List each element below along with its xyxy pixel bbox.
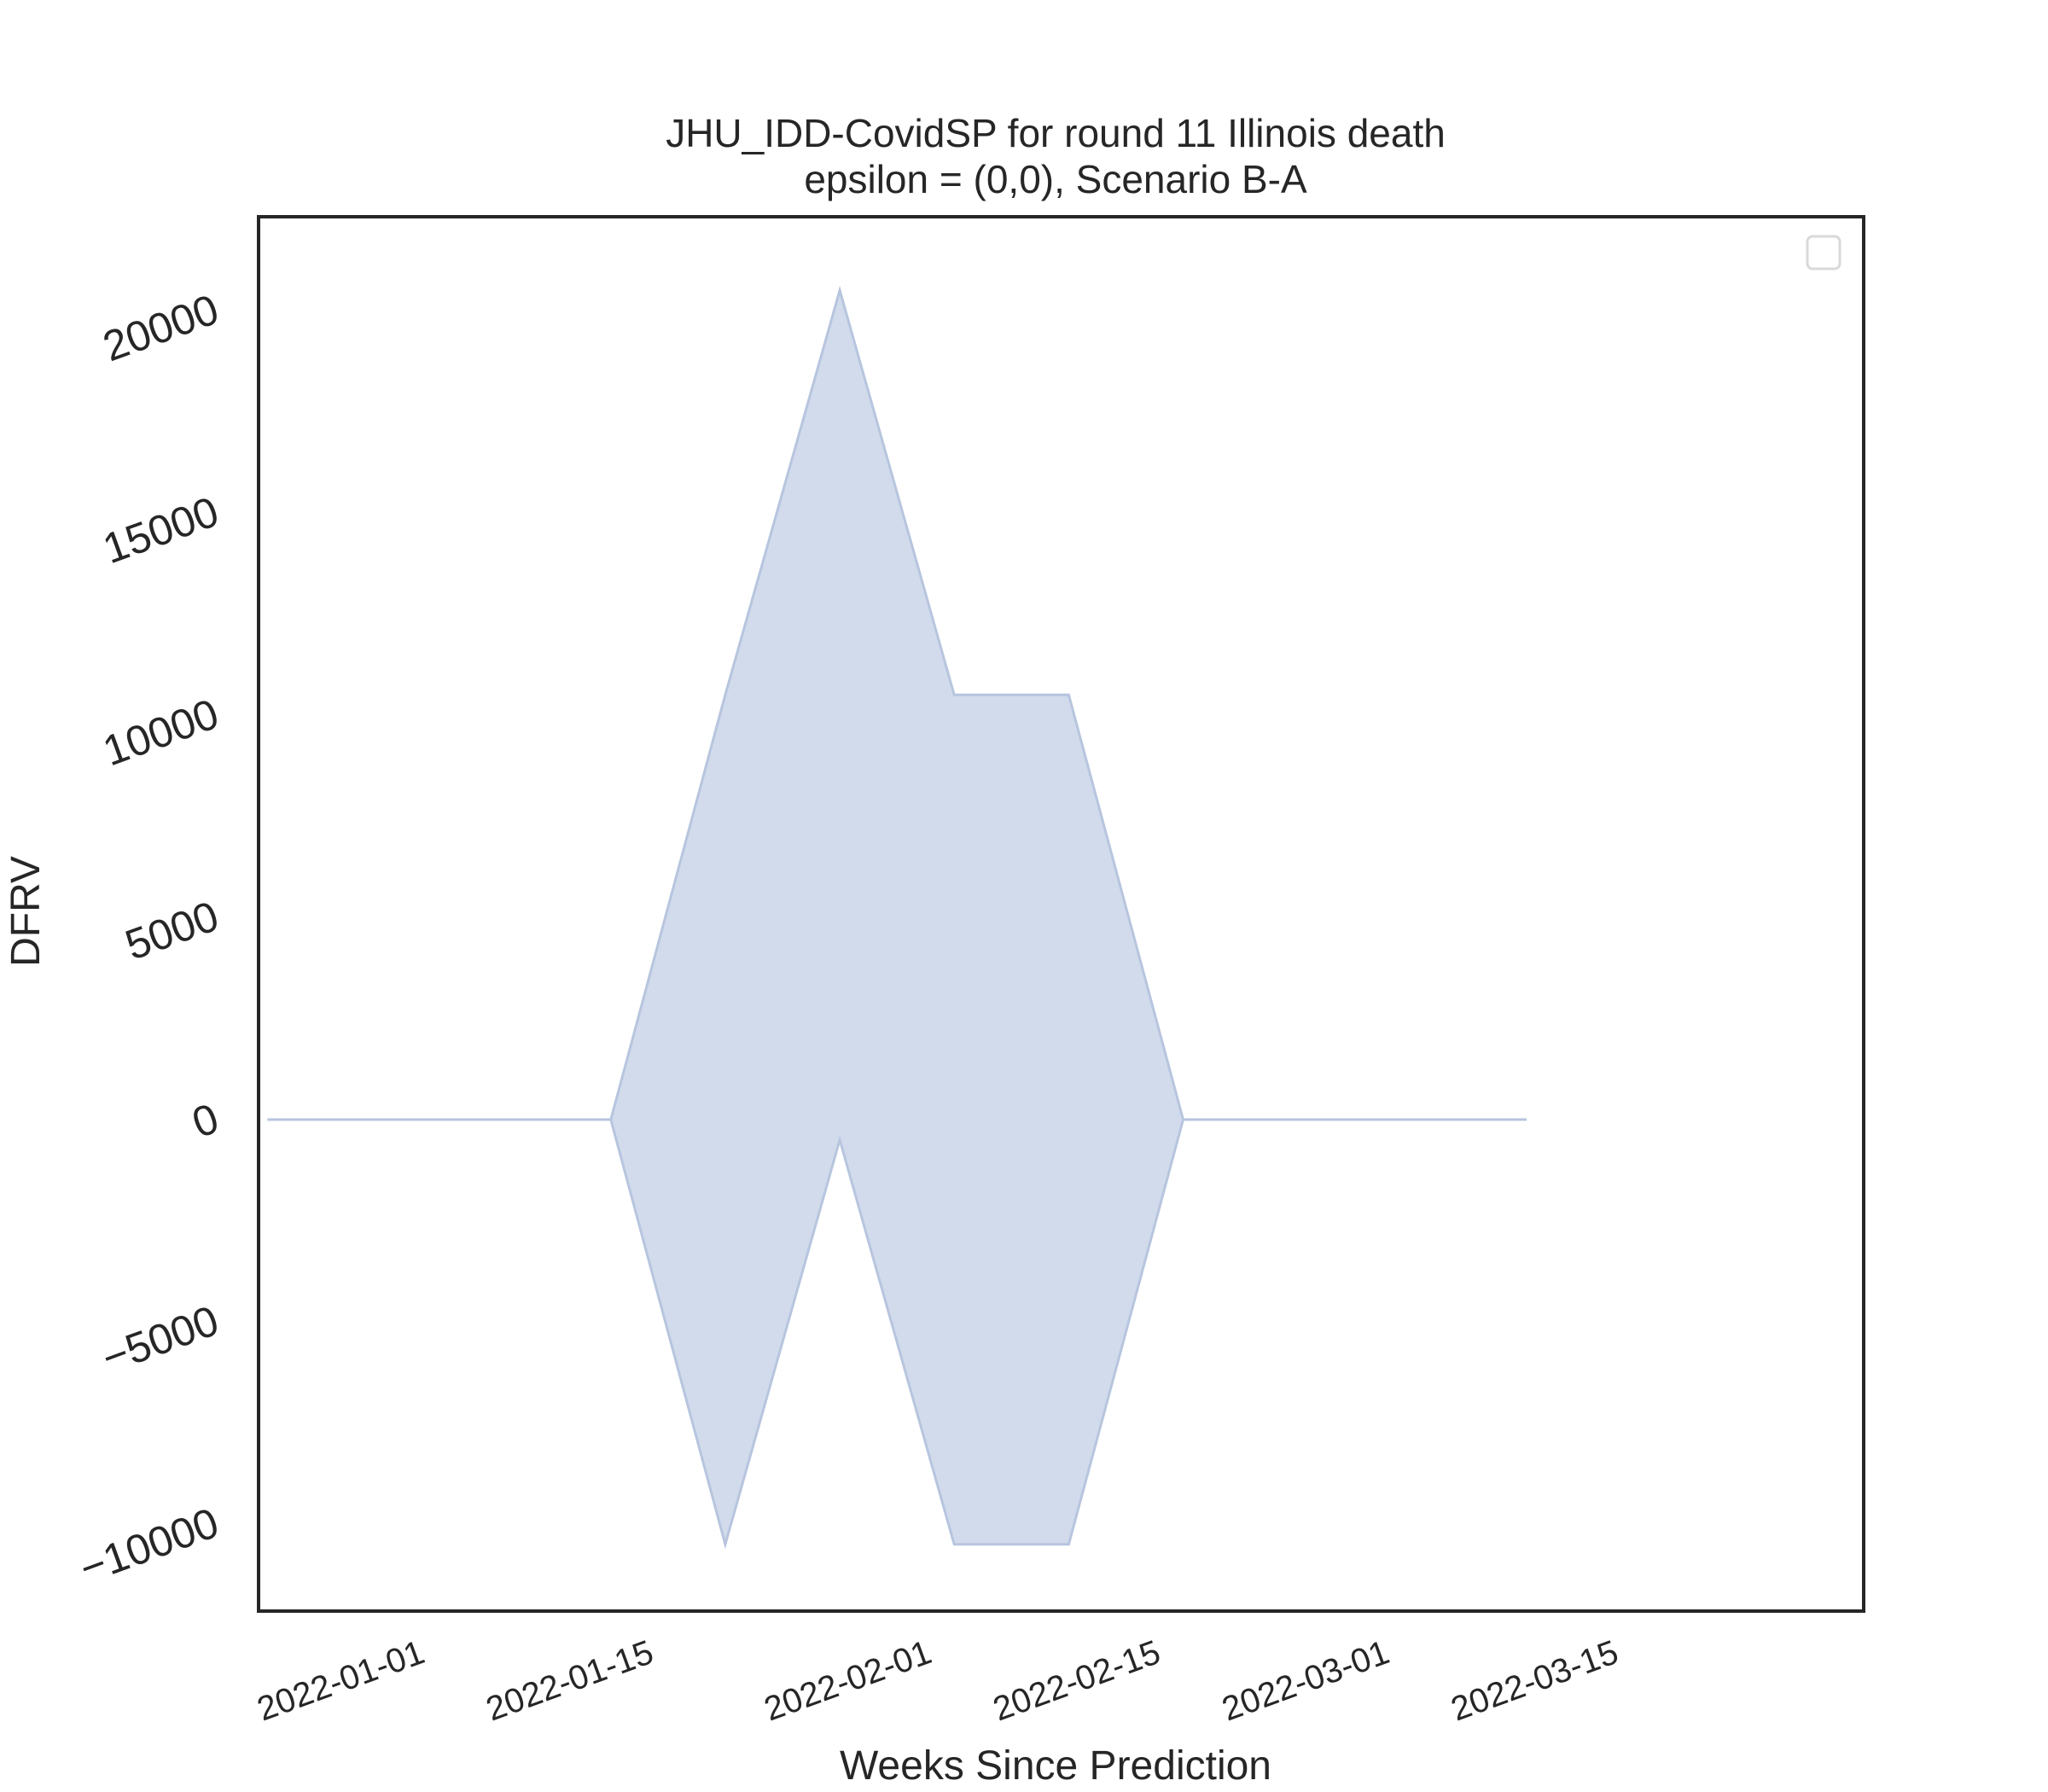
y-tick-label: 10000: [96, 689, 224, 775]
legend-box: [1806, 235, 1841, 271]
y-tick-label: 5000: [119, 892, 225, 969]
x-tick-label: 2022-02-01: [759, 1633, 936, 1728]
x-axis-ticks: 2022-01-01 2022-01-15 2022-02-01 2022-02-15…: [253, 1633, 1623, 1728]
y-axis-ticks: −10000 −5000 0 5000 10000 15000 20000: [73, 285, 224, 1592]
x-tick-label: 2022-01-01: [253, 1633, 429, 1728]
x-tick-label: 2022-03-01: [1217, 1633, 1393, 1728]
y-axis-label: DFRV: [3, 856, 49, 967]
y-tick-label: −10000: [73, 1498, 224, 1592]
y-tick-label: 20000: [96, 285, 224, 370]
x-tick-label: 2022-03-15: [1446, 1633, 1623, 1728]
chart-title: JHU_IDD-CovidSP for round 11 Illinois de…: [666, 111, 1446, 155]
x-axis-label: Weeks Since Prediction: [840, 1743, 1271, 1789]
x-tick-label: 2022-02-15: [988, 1633, 1165, 1728]
x-tick-label: 2022-01-15: [481, 1633, 658, 1728]
y-tick-label: −5000: [96, 1296, 224, 1382]
y-tick-label: 15000: [96, 487, 224, 573]
plot-area: [257, 215, 1865, 1613]
band-area-0: [267, 285, 1527, 1550]
y-tick-label: 0: [186, 1094, 224, 1147]
axes-frame: [257, 215, 1865, 1613]
chart-subtitle: epsilon = (0,0), Scenario B-A: [804, 157, 1307, 201]
